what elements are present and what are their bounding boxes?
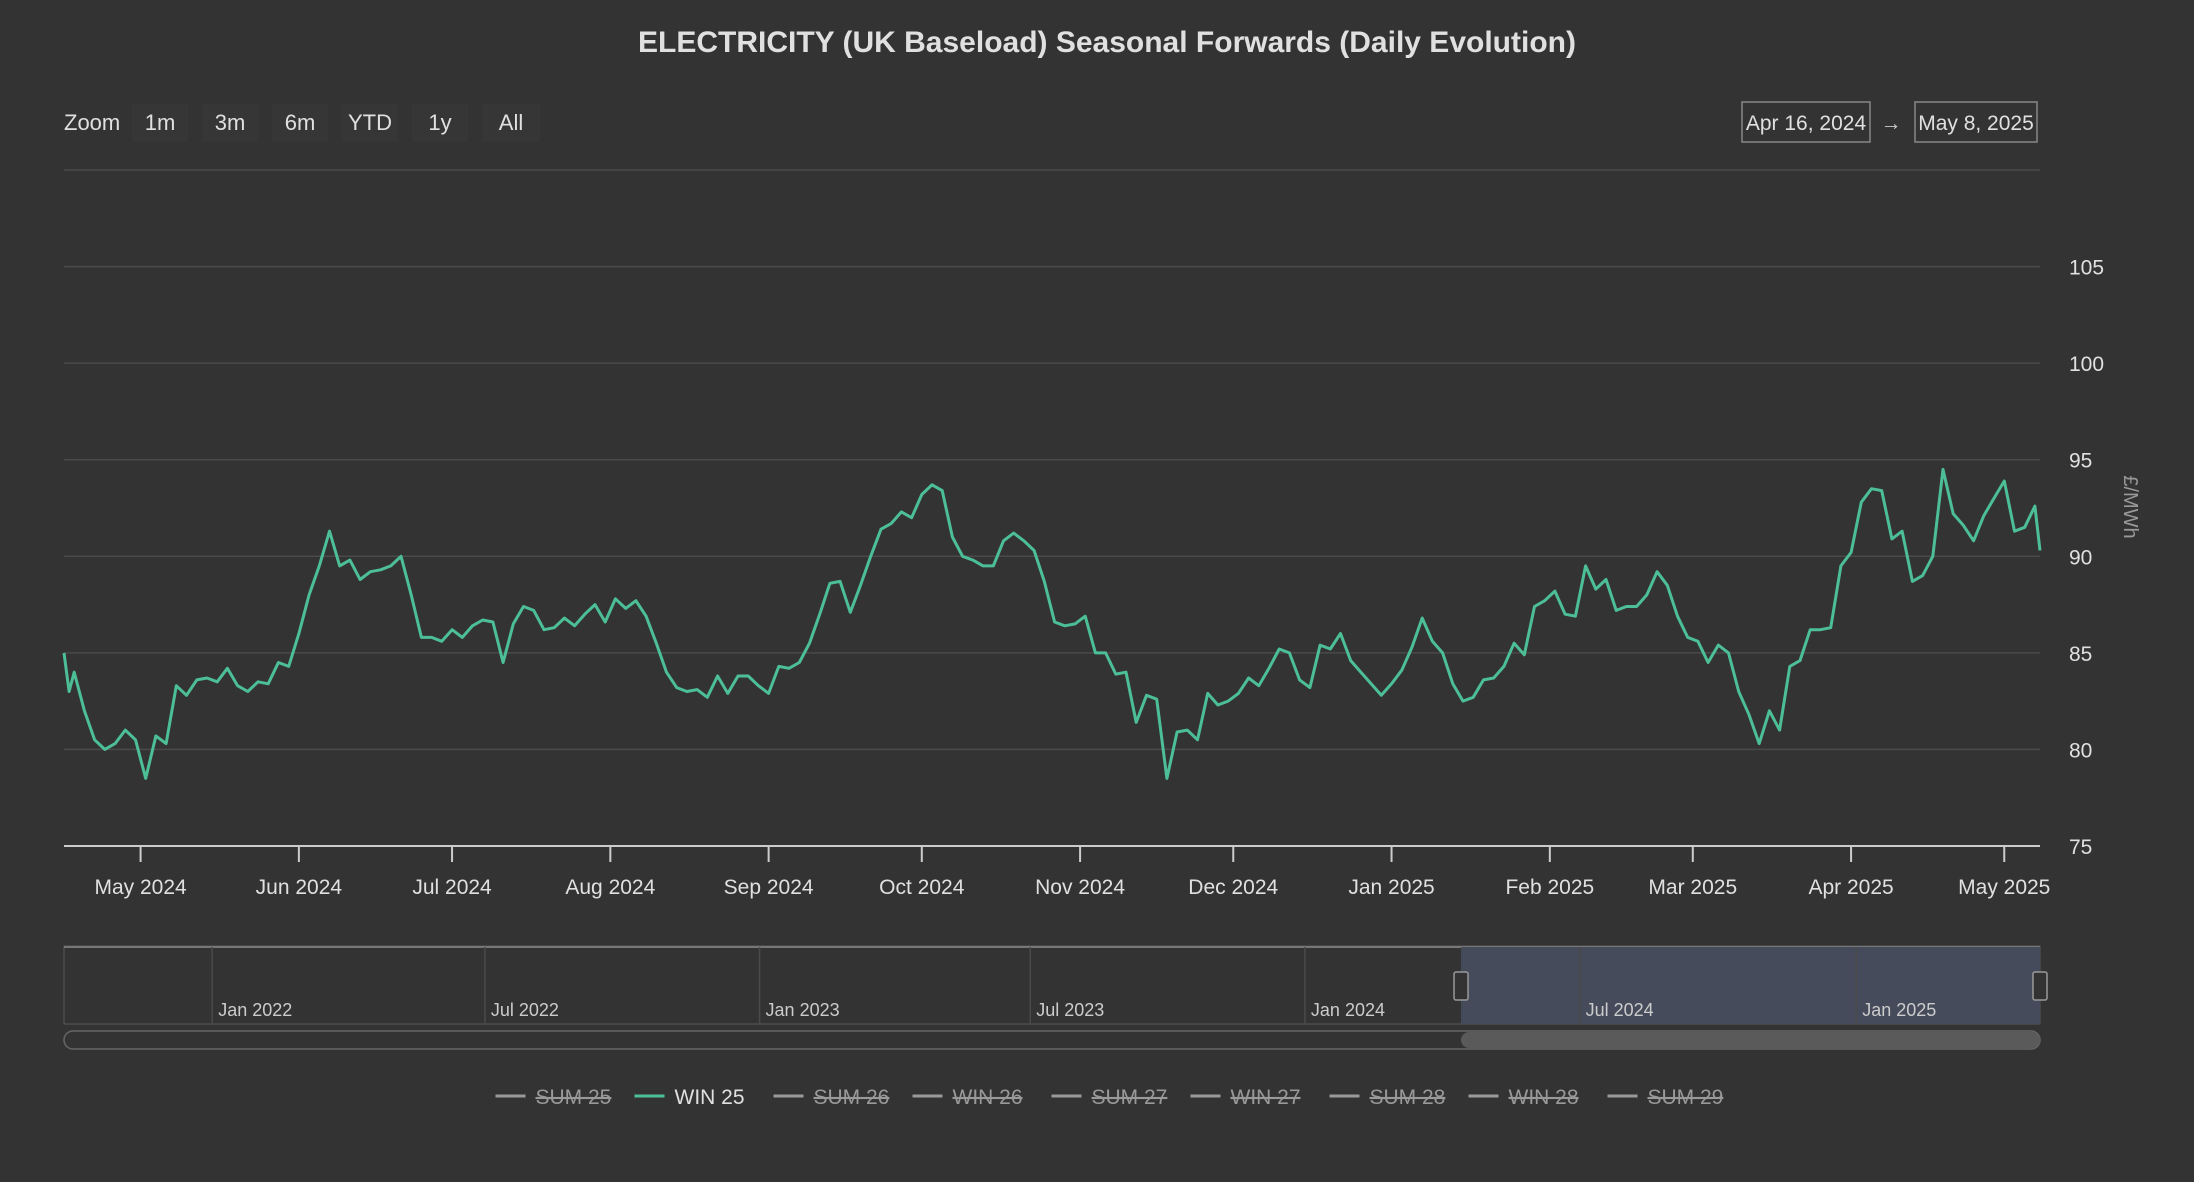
- zoom-button-6m[interactable]: 6m: [272, 104, 328, 142]
- zoom-button-label: All: [499, 110, 523, 135]
- x-tick-label: May 2025: [1958, 876, 2050, 899]
- navigator-label: Jan 2024: [1311, 1000, 1385, 1020]
- navigator-handle-left[interactable]: [1453, 971, 1469, 1001]
- y-tick-label: 105: [2069, 257, 2104, 280]
- x-tick-label: Mar 2025: [1648, 876, 1737, 899]
- range-to-input[interactable]: May 8, 2025: [1914, 101, 2038, 143]
- legend-item-sum-26[interactable]: SUM 26: [773, 1086, 890, 1109]
- legend-item-sum-29[interactable]: SUM 29: [1607, 1086, 1724, 1109]
- x-tick-label: May 2024: [94, 876, 187, 899]
- y-tick-label: 95: [2069, 450, 2092, 473]
- navigator-labels: Jan 2022 Jul 2022 Jan 2023 Jul 2023 Jan 2024…: [211, 947, 1936, 1024]
- x-tick-label: Dec 2024: [1188, 876, 1278, 899]
- x-tick-label: Feb 2025: [1505, 876, 1594, 899]
- navigator-selected-range[interactable]: [1461, 947, 2040, 1024]
- zoom-button-all[interactable]: All: [482, 104, 540, 142]
- legend-item-win-26[interactable]: WIN 26: [912, 1086, 1023, 1109]
- navigator-label: Jan 2023: [766, 1000, 840, 1020]
- zoom-button-1m[interactable]: 1m: [132, 104, 188, 142]
- y-tick-label: 85: [2069, 643, 2092, 666]
- chart-title: ELECTRICITY (UK Baseload) Seasonal Forwa…: [638, 26, 1576, 59]
- x-axis: May 2024 Jun 2024 Jul 2024 Aug 2024 Sep 2024…: [94, 846, 2050, 899]
- x-tick-label: Jan 2025: [1348, 876, 1434, 899]
- x-tick-label: Aug 2024: [565, 876, 655, 899]
- zoom-button-label: 3m: [215, 110, 246, 135]
- scrollbar[interactable]: [63, 1030, 2041, 1050]
- navigator-label: Jul 2023: [1036, 1000, 1104, 1020]
- legend-label: WIN 27: [1231, 1086, 1301, 1109]
- y-tick-label: 100: [2069, 353, 2104, 376]
- legend-item-sum-28[interactable]: SUM 28: [1329, 1086, 1446, 1109]
- series-line-win-25[interactable]: [62, 467, 2042, 780]
- legend: SUM 25 WIN 25 SUM 26 WIN 26 SUM 27 WIN 27 SUM …: [495, 1086, 1724, 1109]
- x-tick-label: Sep 2024: [724, 876, 814, 899]
- legend-item-win-25[interactable]: WIN 25: [634, 1086, 745, 1109]
- legend-label: SUM 29: [1648, 1086, 1724, 1109]
- legend-item-win-28[interactable]: WIN 28: [1468, 1086, 1579, 1109]
- navigator-label: Jan 2025: [1862, 1000, 1936, 1020]
- range-arrow: →: [1881, 112, 1902, 135]
- grid: [64, 169, 2040, 751]
- x-tick-label: Apr 2025: [1808, 876, 1893, 899]
- legend-label: SUM 27: [1092, 1086, 1168, 1109]
- legend-label: SUM 25: [536, 1086, 612, 1109]
- legend-item-sum-25[interactable]: SUM 25: [495, 1086, 612, 1109]
- x-tick-label: Nov 2024: [1035, 876, 1125, 899]
- zoom-button-ytd[interactable]: YTD: [342, 104, 398, 142]
- navigator[interactable]: Jan 2022 Jul 2022 Jan 2023 Jul 2023 Jan 2024…: [63, 945, 2048, 1025]
- navigator-label: Jul 2024: [1586, 1000, 1654, 1020]
- y-tick-label: 90: [2069, 546, 2092, 569]
- zoom-button-label: 6m: [285, 110, 316, 135]
- navigator-handle-right[interactable]: [2032, 971, 2048, 1001]
- zoom-button-label: YTD: [348, 110, 392, 135]
- y-tick-label: 80: [2069, 739, 2092, 762]
- x-tick-label: Jul 2024: [412, 876, 492, 899]
- x-tick-label: Oct 2024: [879, 876, 965, 899]
- zoom-button-1y[interactable]: 1y: [412, 104, 468, 142]
- range-to-value: May 8, 2025: [1918, 112, 2034, 135]
- zoom-button-label: 1m: [145, 110, 176, 135]
- zoom-button-label: 1y: [428, 110, 451, 135]
- zoom-button-3m[interactable]: 3m: [202, 104, 258, 142]
- navigator-label: Jul 2022: [491, 1000, 559, 1020]
- x-tick-label: Jun 2024: [256, 876, 343, 899]
- legend-item-sum-27[interactable]: SUM 27: [1051, 1086, 1168, 1109]
- y-axis: 75 80 85 90 95 100 105: [2069, 257, 2104, 859]
- range-from-value: Apr 16, 2024: [1746, 112, 1867, 135]
- legend-label: WIN 28: [1509, 1086, 1579, 1109]
- y-axis-label: £/MWh: [2119, 475, 2141, 538]
- legend-label: WIN 25: [675, 1086, 745, 1109]
- zoom-label: Zoom: [64, 110, 120, 135]
- range-from-input[interactable]: Apr 16, 2024: [1741, 101, 1871, 143]
- legend-label: SUM 28: [1370, 1086, 1446, 1109]
- y-tick-label: 75: [2069, 836, 2092, 859]
- legend-item-win-27[interactable]: WIN 27: [1190, 1086, 1301, 1109]
- legend-label: SUM 26: [814, 1086, 890, 1109]
- scrollbar-thumb[interactable]: [1461, 1032, 2040, 1048]
- legend-label: WIN 26: [953, 1086, 1023, 1109]
- navigator-label: Jan 2022: [218, 1000, 292, 1020]
